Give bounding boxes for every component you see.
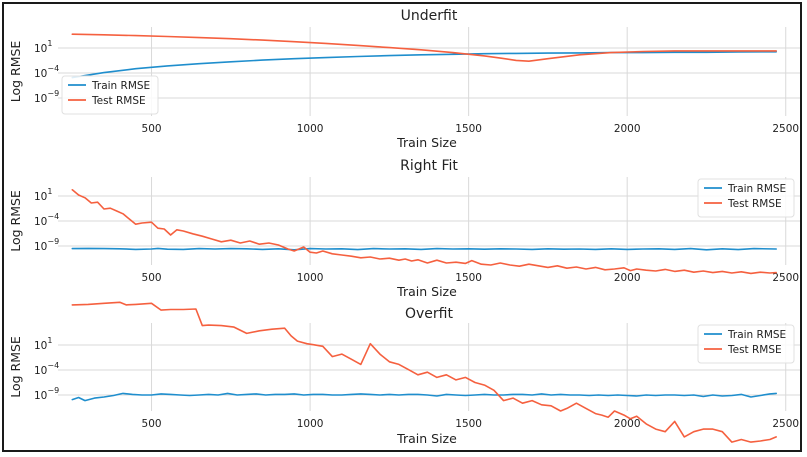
x-tick-label: 2000 [614,123,641,135]
x-tick-label: 1500 [455,418,482,430]
x-tick-label: 500 [142,418,162,430]
legend-label: Test RMSE [727,198,782,210]
x-tick-label: 1000 [297,418,324,430]
y-tick-label: 10−4 [34,212,59,228]
series-line-train-rmse [71,247,778,251]
series-line-test-rmse [71,301,778,443]
chart-title: Right Fit [400,158,458,174]
x-tick-label: 1500 [455,123,482,135]
x-axis-label: Train Size [396,284,457,299]
y-tick-label: 10−9 [34,237,59,253]
y-axis-label: Log RMSE [8,190,23,252]
series-line-test-rmse [71,189,778,275]
chart-title: Underfit [401,8,458,24]
y-axis-label: Log RMSE [8,41,23,103]
y-tick-label: 10−9 [34,386,59,402]
y-tick-label: 101 [34,336,52,352]
y-axis-label: Log RMSE [8,336,23,398]
legend: Train RMSE Test RMSE [61,75,159,115]
legend-label: Train RMSE [727,183,786,195]
y-tick-label: 10−4 [34,64,59,80]
x-axis-label: Train Size [396,135,457,150]
x-tick-label: 1500 [455,272,482,284]
y-tick-label: 101 [34,39,52,55]
x-tick-label: 2500 [772,272,799,284]
x-tick-label: 500 [142,123,162,135]
subplot-overfit: 500 1000 1500 2000 2500 101 10−4 10−9 Overfit Tra… [8,301,800,446]
legend-label: Train RMSE [727,329,786,341]
x-tick-label: 500 [142,272,162,284]
series-line-test-rmse [71,33,778,63]
x-tick-label: 1000 [297,123,324,135]
chart-title: Overfit [405,306,453,322]
plot-area [58,27,800,116]
y-tick-label: 101 [34,187,52,203]
legend-label: Test RMSE [91,95,146,107]
x-tick-label: 2000 [614,272,641,284]
legend: Train RMSE Test RMSE [697,178,795,218]
y-tick-label: 10−9 [34,89,59,105]
legend-label: Test RMSE [727,344,782,356]
x-tick-label: 2500 [772,418,799,430]
legend: Train RMSE Test RMSE [697,324,795,364]
x-tick-label: 2000 [614,418,641,430]
legend-label: Train RMSE [91,80,150,92]
subplot-underfit: 500 1000 1500 2000 2500 101 10−4 10−9 Underfit Tr… [8,8,800,150]
x-tick-label: 2500 [772,123,799,135]
x-tick-label: 1000 [297,272,324,284]
series-line-train-rmse [71,392,778,402]
series-line-train-rmse [71,50,778,79]
x-axis-label: Train Size [396,431,457,446]
subplot-right-fit: 500 1000 1500 2000 2500 101 10−4 10−9 Right Fit T… [8,158,800,299]
y-tick-label: 10−4 [34,361,59,377]
plot-area [58,323,800,411]
